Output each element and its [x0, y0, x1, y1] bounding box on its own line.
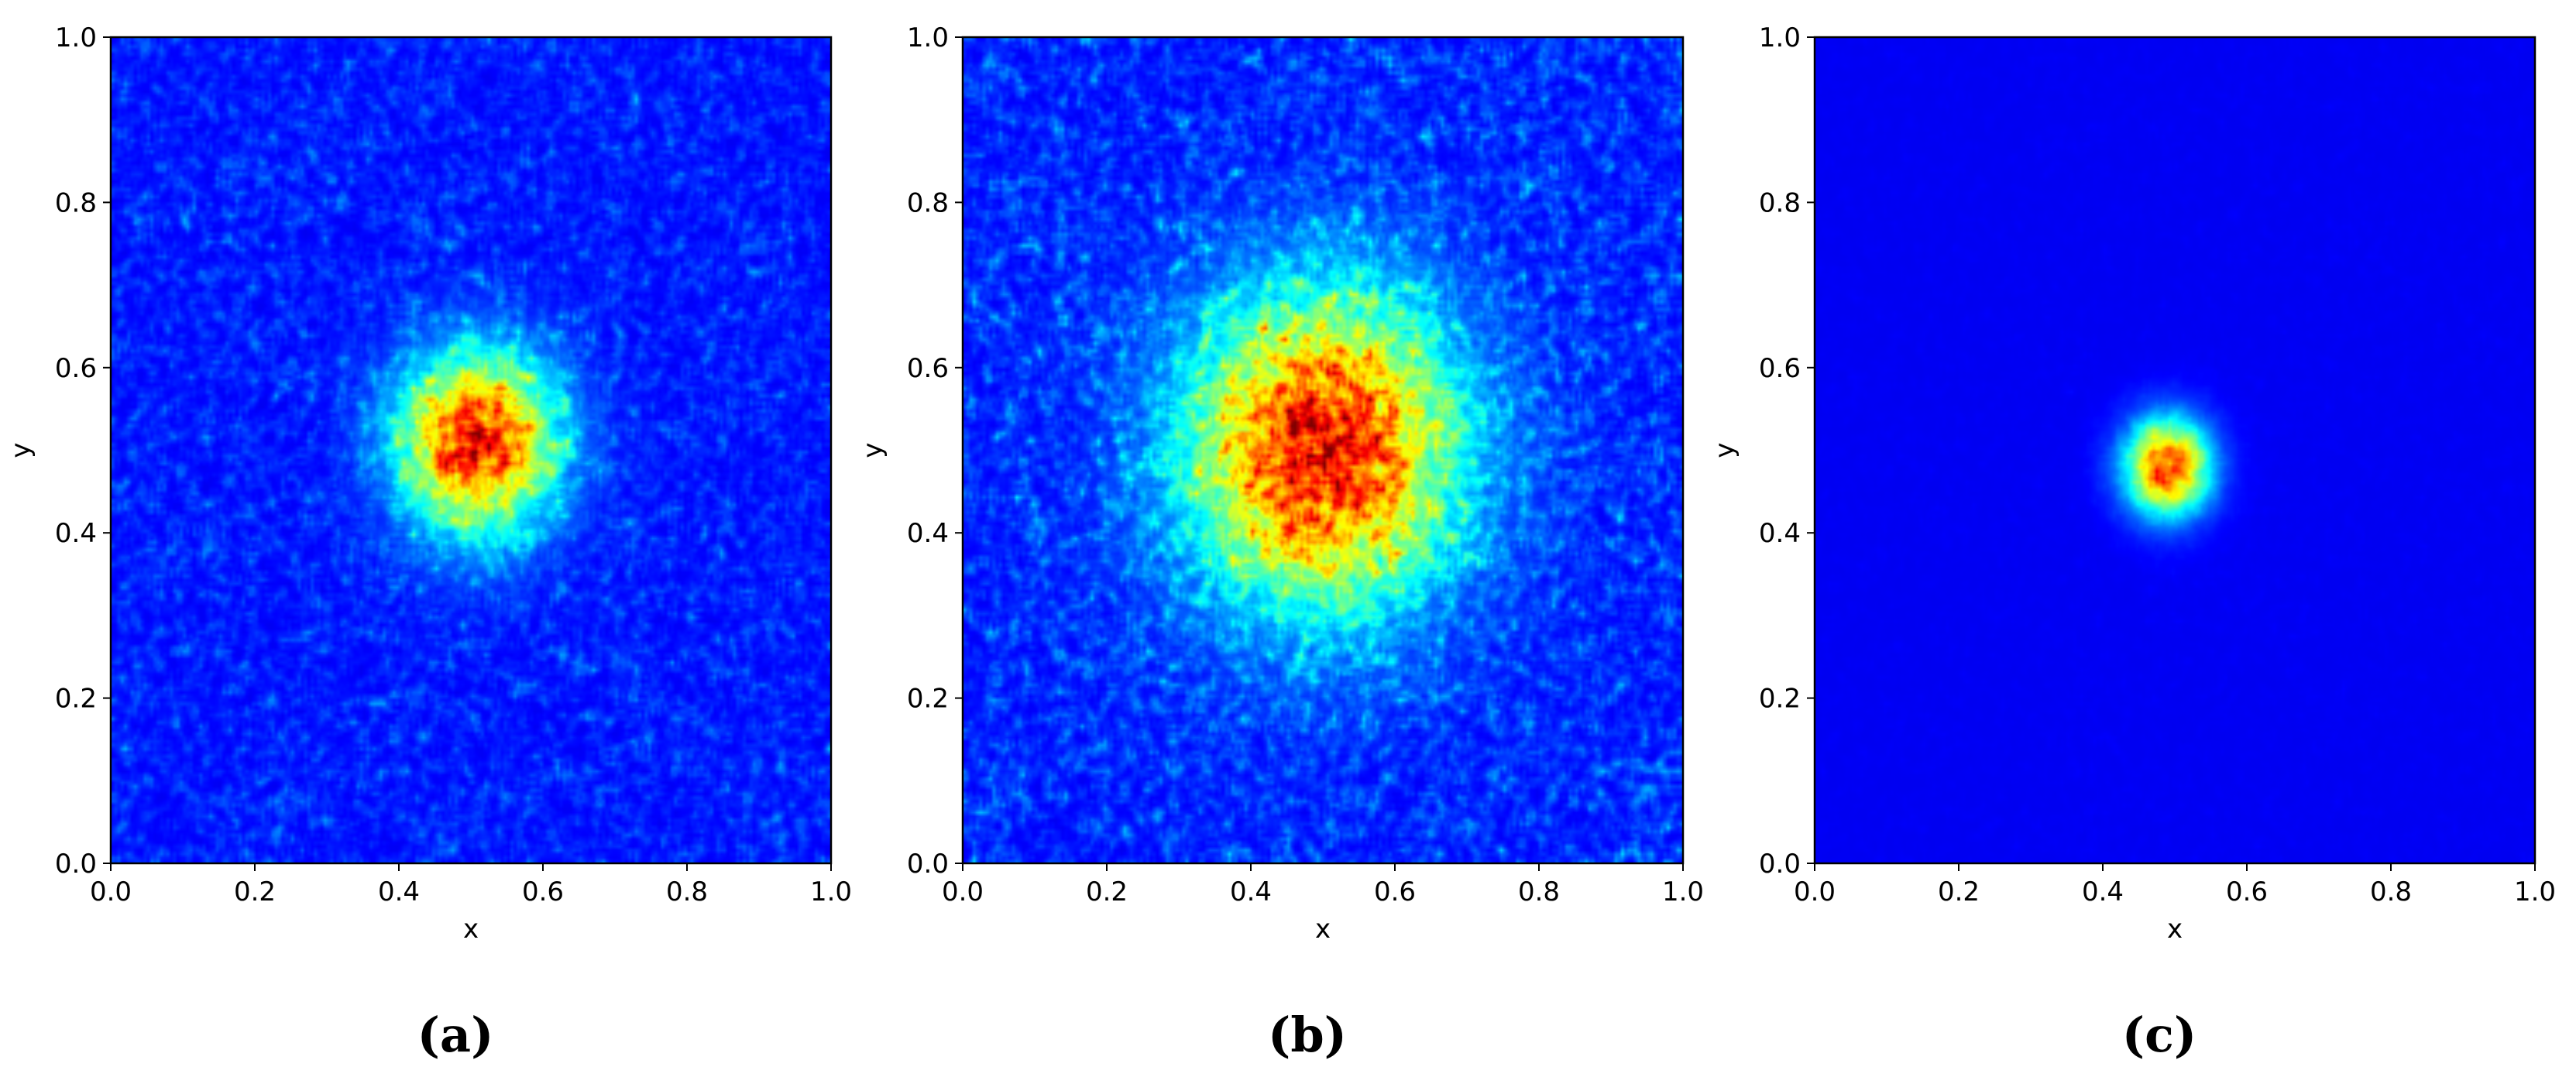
y-axis-label: y [857, 442, 888, 458]
x-tick-label: 1.0 [2514, 876, 2556, 907]
subfigure-caption: (a) [417, 1007, 494, 1063]
y-tick-label: 0.6 [55, 353, 97, 384]
x-tick-label: 1.0 [1662, 876, 1704, 907]
y-tick-label: 0.8 [1759, 187, 1801, 218]
y-axis-label: y [1709, 442, 1740, 458]
x-tick-label: 0.8 [2370, 876, 2412, 907]
x-tick-label: 0.0 [1794, 876, 1836, 907]
x-tick-label: 0.2 [1938, 876, 1980, 907]
y-tick-label: 0.8 [55, 187, 97, 218]
y-tick-label: 1.0 [1759, 22, 1801, 53]
y-tick-label: 0.6 [907, 353, 949, 384]
plot-frame [109, 36, 833, 865]
x-tick-label: 0.6 [1374, 876, 1416, 907]
chart-panel-1: 0.0 0.2 0.4 0.6 0.8 1.0 0.0 0.2 0.4 0.6 0.8 1.0 x y (a… [5, 22, 852, 1063]
y-tick-label: 1.0 [55, 22, 97, 53]
heatmap-image [111, 37, 831, 863]
y-tick-label: 0.4 [907, 518, 949, 549]
x-axis-label: x [1315, 914, 1331, 945]
y-tick-label: 0.6 [1759, 353, 1801, 384]
x-tick-label: 1.0 [810, 876, 852, 907]
plot-frame [961, 36, 1685, 865]
x-tick-label: 0.8 [666, 876, 708, 907]
y-tick-label: 0.2 [907, 684, 949, 715]
x-axis-label: x [2167, 914, 2183, 945]
x-axis-label: x [463, 914, 479, 945]
y-tick-label: 0.2 [55, 684, 97, 715]
y-tick-label: 1.0 [907, 22, 949, 53]
y-tick-label: 0.2 [1759, 684, 1801, 715]
x-tick-label: 0.0 [90, 876, 132, 907]
plot-frame [1813, 36, 2537, 865]
x-tick-label: 0.8 [1518, 876, 1560, 907]
x-tick-label: 0.4 [378, 876, 420, 907]
heatmap-image [963, 37, 1683, 863]
chart-panel-3: 0.0 0.2 0.4 0.6 0.8 1.0 0.0 0.2 0.4 0.6 0.8 1.0 x y (c… [1709, 22, 2556, 1063]
y-axis-label: y [5, 442, 36, 458]
y-tick-label: 0.0 [1759, 849, 1801, 880]
y-tick-label: 0.0 [907, 849, 949, 880]
x-tick-label: 0.2 [1086, 876, 1128, 907]
heatmap-image [1815, 37, 2535, 863]
x-tick-label: 0.6 [522, 876, 564, 907]
y-tick-label: 0.4 [55, 518, 97, 549]
chart-panel-2: 0.0 0.2 0.4 0.6 0.8 1.0 0.0 0.2 0.4 0.6 0.8 1.0 x y (b… [857, 22, 1704, 1063]
y-tick-label: 0.0 [55, 849, 97, 880]
subfigure-caption: (c) [2122, 1007, 2196, 1063]
x-tick-label: 0.2 [234, 876, 276, 907]
subfigure-caption: (b) [1268, 1007, 1347, 1063]
x-tick-label: 0.6 [2226, 876, 2268, 907]
y-tick-label: 0.8 [907, 187, 949, 218]
y-tick-label: 0.4 [1759, 518, 1801, 549]
x-tick-label: 0.0 [942, 876, 984, 907]
x-tick-label: 0.4 [1230, 876, 1272, 907]
x-tick-label: 0.4 [2082, 876, 2124, 907]
